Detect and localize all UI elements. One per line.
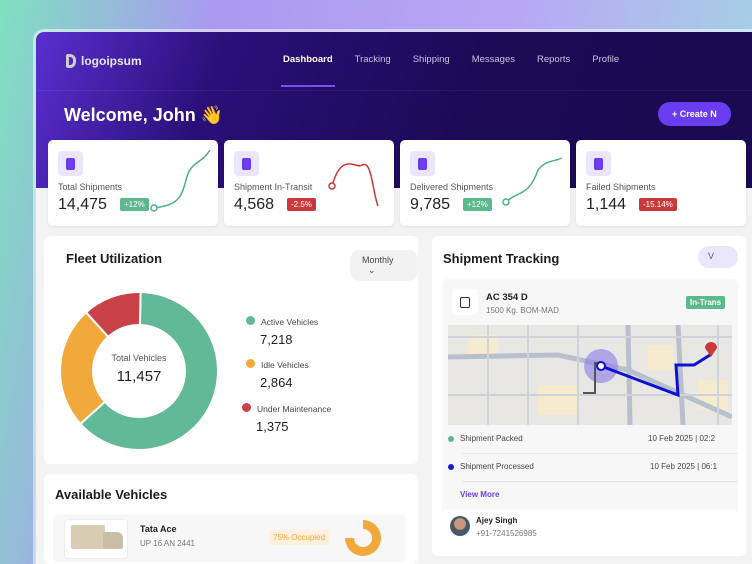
stat-value: 9,785 — [410, 196, 451, 213]
legend-value: 2,864 — [260, 375, 293, 390]
stat-value: 4,568 — [234, 196, 275, 213]
legend-active: Active Vehicles 7,218 — [246, 312, 318, 347]
stat-value: 1,144 — [586, 196, 627, 213]
legend-idle: Idle Vehicles 2,864 — [246, 355, 309, 390]
change-badge: +12% — [463, 198, 492, 211]
sparkline — [150, 150, 211, 212]
logo-icon — [66, 54, 76, 68]
stat-card[interactable]: Failed Shipments 1,144 -15.14% — [576, 140, 746, 226]
period-dropdown[interactable]: Monthly ⌄ — [350, 250, 418, 281]
fleet-utilization-card: Fleet Utilization Monthly ⌄ Total Vehicl… — [44, 236, 418, 464]
stat-label: Shipment In-Transit — [234, 182, 313, 192]
legend-dot — [242, 403, 251, 413]
legend-value: 7,218 — [260, 332, 293, 347]
legend-dot — [246, 359, 255, 369]
sparkline — [328, 163, 379, 207]
stat-value: 14,475 — [58, 196, 107, 213]
destination-pin-icon — [705, 342, 717, 357]
stat-card[interactable]: Shipment In-Transit 4,568 -2.5% — [224, 140, 394, 226]
status-dot — [448, 464, 454, 470]
status-dot — [448, 436, 454, 442]
page-title: Welcome, John 👋 — [64, 105, 224, 125]
legend-label: Active Vehicles — [261, 317, 319, 327]
donut-slice-active-vehicles[interactable] — [78, 290, 219, 451]
event-time: 10 Feb 2025 | 06:1 — [650, 462, 718, 471]
driver-name: Ajey Singh — [476, 516, 518, 525]
donut-slice-under-maintenance[interactable] — [84, 291, 142, 339]
nav-tracking[interactable]: Tracking — [354, 54, 391, 65]
sparkline — [502, 157, 563, 206]
avatar — [450, 516, 470, 536]
clipboard-icon — [410, 151, 435, 176]
stat-label: Delivered Shipments — [410, 182, 494, 192]
shipment-id: AC 354 D — [486, 292, 528, 303]
stat-card[interactable]: Delivered Shipments 9,785 +12% — [400, 140, 570, 226]
fleet-donut-chart — [59, 290, 219, 451]
chevron-down-icon: ⌄ — [368, 265, 376, 275]
card-title: Fleet Utilization — [66, 251, 163, 266]
status-badge: In-Trans — [686, 296, 726, 309]
nav-messages[interactable]: Messages — [471, 54, 515, 65]
app-window: logoipsum Dashboard Tracking Shipping Me… — [36, 32, 752, 564]
shipment-tracking-card: Shipment Tracking V AC 354 D 1500 Kg. BO… — [432, 236, 746, 556]
change-badge: -15.14% — [639, 198, 677, 211]
vehicle-row[interactable]: Tata Ace UP 16 AN 2441 75% Occupied — [53, 514, 406, 562]
stat-card[interactable]: Total Shipments 14,475 +12% — [48, 140, 218, 226]
divider — [36, 90, 752, 91]
legend-dot — [246, 316, 255, 326]
shipment-item: AC 354 D 1500 Kg. BOM-MAD In-Trans Shipm… — [442, 279, 738, 547]
change-badge: -2.5% — [287, 198, 316, 211]
vehicle-name: Tata Ace — [140, 524, 177, 534]
available-vehicles-card: Available Vehicles Tata Ace UP 16 AN 244… — [44, 474, 418, 564]
clipboard-icon — [234, 151, 259, 176]
brand-name: logoipsum — [81, 54, 142, 68]
vehicle-image — [64, 519, 128, 559]
shipment-detail: 1500 Kg. BOM-MAD — [486, 306, 559, 315]
clipboard-icon — [586, 151, 611, 176]
occupancy-arc — [345, 520, 381, 556]
nav-reports[interactable]: Reports — [537, 54, 571, 65]
donut-center-label: Total Vehicles — [111, 353, 167, 363]
main-nav: Dashboard Tracking Shipping Messages Rep… — [281, 54, 620, 87]
period-value: Monthly — [362, 255, 394, 265]
view-more-link[interactable]: View More — [460, 490, 500, 499]
clipboard-icon — [58, 151, 83, 176]
route-map[interactable] — [448, 325, 732, 425]
occupancy-ring — [345, 520, 381, 556]
stat-label: Failed Shipments — [586, 182, 656, 192]
nav-profile[interactable]: Profile — [592, 54, 620, 65]
event-time: 10 Feb 2025 | 02:2 — [648, 434, 716, 443]
logo[interactable]: logoipsum — [66, 54, 142, 68]
legend-label: Idle Vehicles — [261, 360, 309, 370]
card-title: Shipment Tracking — [443, 251, 560, 266]
nav-shipping[interactable]: Shipping — [412, 54, 450, 65]
legend-maintenance: Under Maintenance 1,375 — [242, 399, 331, 434]
event-label: Shipment Packed — [460, 434, 523, 443]
driver-row: Ajey Singh +91-7241526985 — [442, 510, 738, 547]
card-title: Available Vehicles — [55, 487, 168, 502]
occupancy-badge: 75% Occupied — [269, 530, 330, 545]
change-badge: +12% — [120, 198, 149, 211]
legend-label: Under Maintenance — [257, 404, 332, 414]
donut-center-value: 11,457 — [116, 368, 162, 385]
driver-phone: +91-7241526985 — [476, 529, 537, 538]
nav-dashboard[interactable]: Dashboard — [281, 54, 335, 87]
vehicle-plate: UP 16 AN 2441 — [140, 539, 196, 548]
legend-value: 1,375 — [256, 419, 289, 434]
create-button[interactable]: + Create N — [658, 102, 731, 126]
document-icon — [452, 289, 478, 315]
stat-label: Total Shipments — [58, 182, 123, 192]
event-label: Shipment Processed — [460, 462, 534, 471]
view-button[interactable]: V — [698, 246, 738, 268]
